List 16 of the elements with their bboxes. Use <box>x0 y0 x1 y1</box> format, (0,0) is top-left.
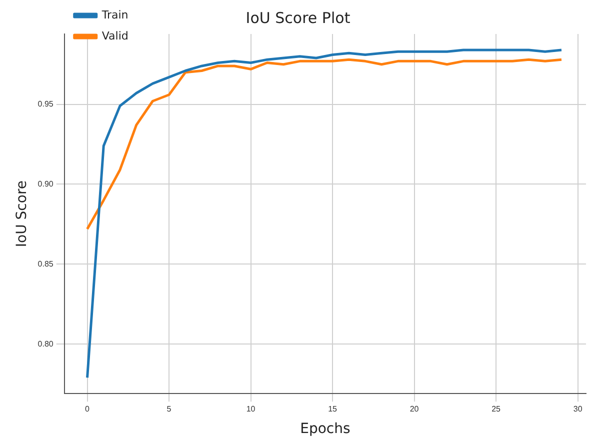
x-tick-label: 15 <box>328 404 338 414</box>
y-axis-title: IoU Score <box>14 180 30 248</box>
y-tick-label: 0.90 <box>38 179 54 188</box>
legend-label: Train <box>100 8 128 22</box>
chart-title: IoU Score Plot <box>246 8 350 27</box>
x-tick-label: 20 <box>410 404 420 414</box>
x-tick-label: 5 <box>166 404 172 414</box>
x-tick-label: 0 <box>85 404 90 414</box>
x-axis-title: Epochs <box>300 421 350 438</box>
x-tick-label: 10 <box>246 404 256 414</box>
legend-label: Valid <box>102 29 128 42</box>
y-tick-label: 0.95 <box>38 100 54 109</box>
y-tick-label: 0.80 <box>38 339 54 348</box>
y-tick-label: 0.85 <box>38 259 54 268</box>
x-tick-label: 30 <box>573 404 583 414</box>
x-tick-label: 25 <box>492 404 502 414</box>
